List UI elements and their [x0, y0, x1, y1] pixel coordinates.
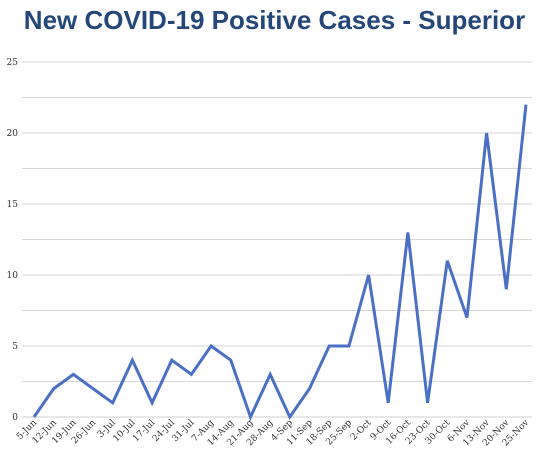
- data-point: [406, 231, 409, 234]
- data-point: [387, 401, 390, 404]
- data-point: [170, 359, 173, 362]
- data-point: [328, 345, 331, 348]
- y-tick-label: 10: [7, 271, 19, 281]
- x-tick-label: 2-Oct: [349, 418, 374, 443]
- data-point: [72, 373, 75, 376]
- data-point: [210, 345, 213, 348]
- data-point: [33, 416, 36, 419]
- data-point: [151, 401, 154, 404]
- series-line: [32, 104, 528, 422]
- data-point: [52, 387, 55, 390]
- data-point: [111, 401, 114, 404]
- data-point: [485, 132, 488, 135]
- y-axis-ticks: 0 5 10 15 20 25: [7, 58, 19, 423]
- data-point: [308, 387, 311, 390]
- data-point: [525, 103, 528, 106]
- grid-lines: [22, 61, 532, 418]
- data-point: [347, 345, 350, 348]
- data-point: [367, 274, 370, 277]
- y-tick-label: 15: [7, 200, 19, 210]
- chart-title: New COVID-19 Positive Cases - Superior: [23, 5, 526, 35]
- data-point: [505, 288, 508, 291]
- y-tick-label: 20: [7, 129, 19, 139]
- data-point: [249, 416, 252, 419]
- data-point: [229, 359, 232, 362]
- data-point: [190, 373, 193, 376]
- y-tick-label: 5: [12, 342, 18, 352]
- x-axis-ticks: 5-Jun12-Jun19-Jun26-Jun3-Jul10-Jul17-Jul…: [15, 417, 532, 448]
- series-line-group: [32, 103, 528, 422]
- y-tick-label: 25: [7, 58, 19, 68]
- data-point: [288, 416, 291, 419]
- data-point: [465, 316, 468, 319]
- data-point: [446, 259, 449, 262]
- data-point: [269, 373, 272, 376]
- data-point: [131, 359, 134, 362]
- data-point: [426, 401, 429, 404]
- data-point: [92, 387, 95, 390]
- y-tick-label: 0: [12, 413, 18, 423]
